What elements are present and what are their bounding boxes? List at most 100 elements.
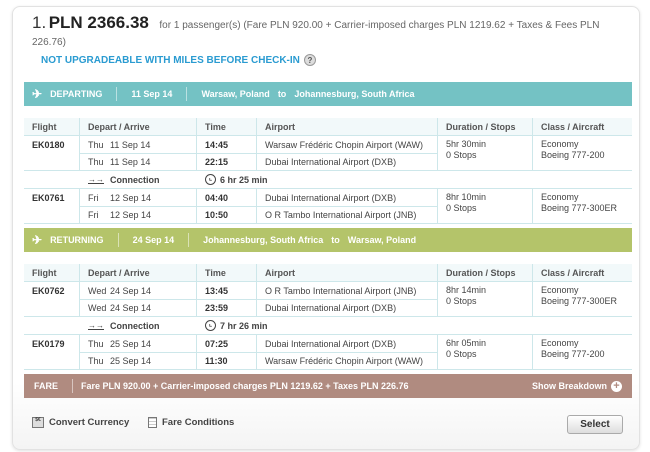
duration: 8hr 14min (446, 285, 487, 295)
duration-cell: 8hr 14min 0 Stops (438, 282, 533, 316)
time-cell: 07:25 11:30 (197, 335, 257, 369)
column-header: Time (197, 264, 257, 281)
convert-currency-link[interactable]: $€ Convert Currency (32, 417, 129, 428)
class-cell: Economy Boeing 777-200 (533, 136, 632, 170)
column-headers: Flight Depart / Arrive Time Airport Duration… (24, 264, 632, 282)
class-cell: Economy Boeing 777-300ER (533, 189, 632, 223)
leg-airport: O R Tambo International Airport (JNB) (265, 285, 417, 296)
class-cell: Economy Boeing 777-200 (533, 335, 632, 369)
leg-time: 04:40 (205, 192, 229, 203)
connection-time: 6 hr 25 min (220, 174, 268, 185)
divider (188, 233, 190, 247)
divider (116, 87, 118, 101)
leg-airport: Warsaw Frédéric Chopin Airport (WAW) (265, 139, 424, 150)
leg-time: 14:45 (205, 139, 229, 150)
divider (186, 87, 188, 101)
option-index: 1. (32, 13, 47, 32)
flight-segment: EK0761 Fri 12 Sep 14 Fri 12 Sep 14 04:40 10:50… (24, 189, 632, 224)
depart-arrive-cell: Thu 11 Sep 14 Thu 11 Sep 14 (80, 136, 197, 170)
aircraft: Boeing 777-300ER (541, 203, 618, 213)
connection-label: Connection (110, 320, 160, 331)
leg-airport: O R Tambo International Airport (JNB) (257, 206, 437, 223)
leg-date-value: 12 Sep 14 (110, 210, 152, 220)
leg-airport: Dubai International Airport (DXB) (265, 338, 397, 349)
section-label: RETURNING (50, 235, 104, 245)
departing-table: Flight Depart / Arrive Time Airport Duration… (24, 118, 632, 224)
column-header: Time (197, 118, 257, 135)
price-summary: 1. PLN 2366.38 for 1 passenger(s) (Fare … (32, 14, 632, 51)
connection-label-wrap: →→ Connection (80, 175, 197, 185)
leg-time: 23:59 (197, 299, 256, 316)
column-header: Flight (24, 264, 80, 281)
leg-date-value: 24 Sep 14 (110, 285, 152, 296)
column-header: Airport (257, 118, 438, 135)
show-breakdown-button[interactable]: Show Breakdown + (531, 380, 622, 392)
section-label: DEPARTING (50, 89, 103, 99)
column-header: Flight (24, 118, 80, 135)
leg-time: 11:30 (197, 352, 256, 369)
plane-icon: ✈ (32, 87, 43, 101)
price-description: for 1 passenger(s) (Fare PLN 920.00 + Ca… (32, 20, 600, 48)
section-date: 24 Sep 14 (132, 235, 175, 245)
route-to-word: to (331, 235, 340, 245)
column-header: Class / Aircraft (541, 267, 605, 278)
fare-conditions-label: Fare Conditions (162, 417, 235, 428)
leg-time: 22:15 (197, 153, 256, 170)
connection-arrows-icon: →→ (88, 320, 104, 330)
airport-cell: Dubai International Airport (DXB) Warsaw … (257, 335, 438, 369)
upgrade-note: NOT UPGRADEABLE WITH MILES BEFORE CHECK-… (41, 54, 316, 66)
cabin-class: Economy (541, 285, 579, 295)
leg-date-value: 25 Sep 14 (110, 338, 152, 349)
connection-row: →→ Connection ⌞ 6 hr 25 min (24, 171, 632, 189)
cabin-class: Economy (541, 338, 579, 348)
clock-icon: ⌞ (205, 174, 216, 185)
leg-day: Thu (88, 139, 104, 150)
document-icon (148, 417, 157, 428)
cabin-class: Economy (541, 139, 579, 149)
select-button[interactable]: Select (567, 415, 623, 434)
connection-label: Connection (110, 174, 160, 185)
stops: 0 Stops (446, 296, 477, 306)
leg-date-value: 11 Sep 14 (110, 157, 151, 167)
leg-date-value: 25 Sep 14 (110, 356, 152, 366)
class-cell: Economy Boeing 777-300ER (533, 282, 632, 316)
returning-header: ✈ RETURNING 24 Sep 14 Johannesburg, South A… (24, 228, 632, 252)
column-header: Class / Aircraft (541, 121, 605, 132)
connection-arrows-icon: →→ (88, 174, 104, 184)
depart-arrive-cell: Wed 24 Sep 14 Wed 24 Sep 14 (80, 282, 197, 316)
leg-date-value: 24 Sep 14 (110, 303, 152, 313)
leg-date: Fri 12 Sep 14 (80, 206, 196, 223)
clock-icon: ⌞ (205, 320, 216, 331)
fare-label: FARE (34, 381, 59, 391)
leg-time: 13:45 (205, 285, 229, 296)
aircraft: Boeing 777-200 (541, 150, 605, 160)
duration-cell: 5hr 30min 0 Stops (438, 136, 533, 170)
flight-number: EK0762 (32, 285, 65, 296)
flight-segment: EK0180 Thu 11 Sep 14 Thu 11 Sep 14 14:45 22:15… (24, 136, 632, 171)
airport-cell: O R Tambo International Airport (JNB) Dub… (257, 282, 438, 316)
column-headers: Flight Depart / Arrive Time Airport Duration… (24, 118, 632, 136)
aircraft: Boeing 777-200 (541, 349, 605, 359)
route-from: Johannesburg, South Africa (203, 235, 324, 245)
divider (117, 233, 119, 247)
flight-number-cell: EK0180 (24, 136, 80, 170)
stops: 0 Stops (446, 203, 477, 213)
help-icon[interactable]: ? (303, 54, 316, 66)
total-price: PLN 2366.38 (48, 13, 149, 32)
leg-airport: Dubai International Airport (DXB) (265, 192, 397, 203)
plane-icon: ✈ (32, 233, 43, 247)
fare-summary: Fare PLN 920.00 + Carrier-imposed charge… (81, 381, 409, 391)
fare-conditions-link[interactable]: Fare Conditions (148, 417, 234, 428)
route-to: Warsaw, Poland (347, 235, 417, 245)
show-breakdown-label: Show Breakdown (531, 381, 607, 391)
leg-date-value: 11 Sep 14 (110, 139, 151, 150)
plus-circle-icon: + (611, 380, 622, 392)
connection-time-wrap: ⌞ 6 hr 25 min (197, 174, 268, 185)
leg-date: Wed 24 Sep 14 (80, 299, 196, 316)
column-header: Depart / Arrive (80, 264, 197, 281)
currency-icon: $€ (32, 417, 44, 428)
leg-airport: Dubai International Airport (DXB) (257, 153, 437, 170)
airport-cell: Dubai International Airport (DXB) O R Tam… (257, 189, 438, 223)
time-cell: 04:40 10:50 (197, 189, 257, 223)
airport-cell: Warsaw Frédéric Chopin Airport (WAW) Duba… (257, 136, 438, 170)
